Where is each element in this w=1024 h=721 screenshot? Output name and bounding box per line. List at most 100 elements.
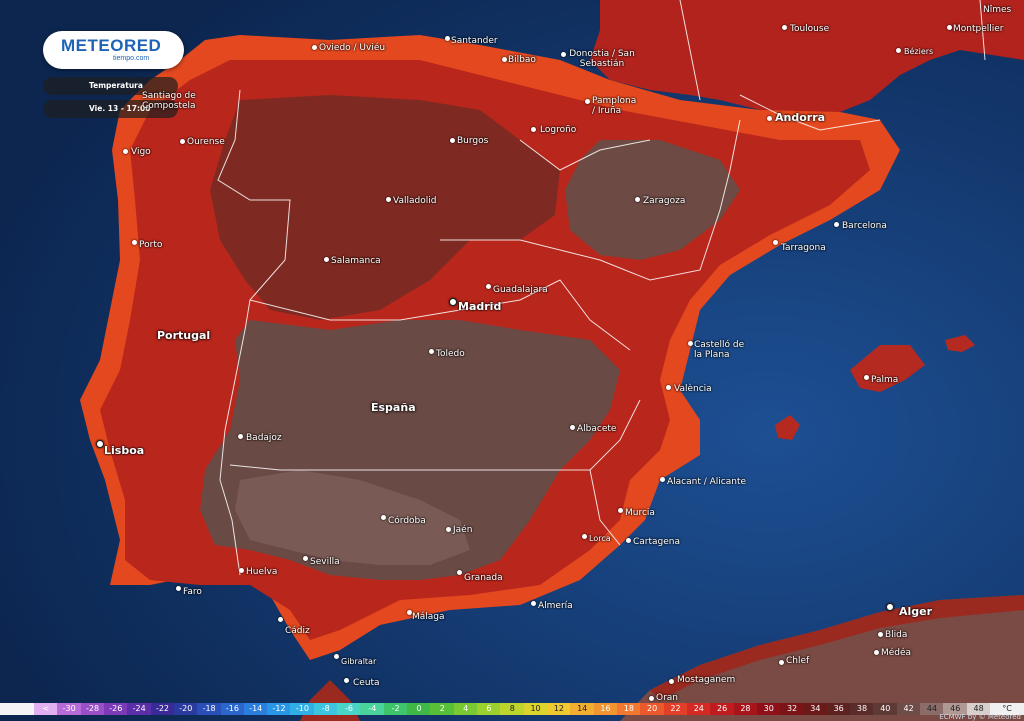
city-label-alicante[interactable]: Alacant / Alicante: [667, 477, 747, 487]
city-label-cadiz[interactable]: Cádiz: [285, 626, 310, 636]
city-label-zaragoza[interactable]: Zaragoza: [643, 196, 686, 206]
city-dot-burgos: [450, 138, 455, 143]
legend-cell: 32: [780, 703, 804, 715]
time-selector[interactable]: Vie. 13 - 17:00: [43, 100, 178, 118]
legend-cell: 48: [966, 703, 991, 715]
city-label-beziers[interactable]: Béziers: [904, 47, 934, 56]
legend-cell: 20: [640, 703, 665, 715]
city-dot-malaga: [407, 610, 412, 615]
city-label-oran[interactable]: Oran: [656, 693, 679, 703]
city-label-valencia[interactable]: València: [674, 384, 712, 394]
map-credit: ECMWF by © Meteored: [939, 713, 1021, 721]
legend-scale-icon[interactable]: [0, 703, 34, 715]
city-dot-oviedo: [312, 45, 317, 50]
legend-cell: -10: [290, 703, 315, 715]
city-label-pamplona[interactable]: Pamplona / Iruña: [592, 96, 637, 116]
legend-cell: 16: [593, 703, 618, 715]
city-dot-alicante: [660, 477, 665, 482]
legend-cell: 10: [523, 703, 548, 715]
city-label-murcia[interactable]: Murcia: [625, 508, 655, 518]
city-label-huelva[interactable]: Huelva: [246, 567, 278, 577]
city-dot-montpellier: [947, 25, 952, 30]
city-label-cartagena[interactable]: Cartagena: [633, 537, 681, 547]
legend-cell: -6: [337, 703, 361, 715]
city-label-ourense[interactable]: Ourense: [187, 137, 225, 147]
city-label-blida[interactable]: Blida: [885, 630, 908, 640]
city-label-sevilla[interactable]: Sevilla: [310, 557, 340, 567]
city-label-valladolid[interactable]: Valladolid: [393, 196, 437, 206]
city-label-palma[interactable]: Palma: [871, 375, 899, 385]
city-dot-zaragoza: [635, 197, 640, 202]
city-label-faro[interactable]: Faro: [183, 587, 202, 597]
city-label-ceuta[interactable]: Ceuta: [353, 678, 380, 688]
city-label-medea[interactable]: Médéa: [881, 648, 912, 658]
legend-cell: 14: [570, 703, 595, 715]
city-dot-toulouse: [782, 25, 787, 30]
legend-cell: 38: [850, 703, 874, 715]
city-dot-medea: [874, 650, 879, 655]
city-label-andorra[interactable]: Andorra: [775, 111, 826, 124]
legend-cell: -26: [103, 703, 128, 715]
layer-selector[interactable]: Temperatura: [43, 77, 178, 95]
guadalquivir-hot: [235, 470, 470, 565]
admin-borders: [217, 0, 986, 576]
city-dot-lisboa: [96, 440, 104, 448]
city-label-burgos[interactable]: Burgos: [457, 136, 489, 146]
city-label-chlef[interactable]: Chlef: [786, 656, 810, 666]
city-label-mostaganem[interactable]: Mostaganem: [677, 675, 736, 685]
city-label-toulouse[interactable]: Toulouse: [790, 24, 830, 34]
legend-cell: 40: [873, 703, 898, 715]
city-label-almeria[interactable]: Almería: [538, 601, 573, 611]
city-label-nimes[interactable]: Nîmes: [983, 5, 1012, 15]
legend-cell: 2: [430, 703, 455, 715]
city-label-oviedo[interactable]: Oviedo / Uviéu: [319, 43, 386, 53]
city-dot-badajoz: [238, 434, 243, 439]
legend-cell: -8: [313, 703, 338, 715]
legend-cell: 30: [756, 703, 781, 715]
city-label-bilbao[interactable]: Bilbao: [508, 55, 536, 65]
city-label-lorca[interactable]: Lorca: [589, 534, 611, 543]
city-label-malaga[interactable]: Málaga: [412, 612, 445, 622]
algeria-land: [620, 595, 1024, 721]
city-label-porto[interactable]: Porto: [139, 240, 163, 250]
city-label-lisboa[interactable]: Lisboa: [104, 444, 145, 457]
city-label-jaen[interactable]: Jaén: [453, 525, 473, 535]
city-label-madrid[interactable]: Madrid: [458, 300, 502, 313]
city-label-alger[interactable]: Alger: [899, 605, 933, 618]
city-label-tarragona[interactable]: Tarragona: [781, 243, 826, 253]
city-dot-murcia: [618, 508, 623, 513]
city-label-castello[interactable]: Castelló de la Plana: [694, 340, 745, 360]
legend-cell: -22: [150, 703, 175, 715]
city-label-santander[interactable]: Santander: [451, 36, 498, 46]
city-dot-faro: [176, 586, 181, 591]
legend-cell: -28: [80, 703, 105, 715]
city-label-santiago[interactable]: Santiago de Compostela: [142, 91, 196, 111]
city-label-cordoba[interactable]: Córdoba: [388, 516, 426, 526]
city-label-montpellier[interactable]: Montpellier: [953, 24, 1004, 34]
city-dot-granada: [457, 570, 462, 575]
meteored-logo[interactable]: METEORED tiempo.com: [43, 31, 184, 69]
city-dot-cartagena: [626, 538, 631, 543]
city-label-vigo[interactable]: Vigo: [131, 147, 151, 157]
city-label-badajoz[interactable]: Badajoz: [246, 433, 282, 443]
city-dot-lorca: [582, 534, 587, 539]
city-label-guadalajara[interactable]: Guadalajara: [493, 285, 548, 295]
city-label-barcelona[interactable]: Barcelona: [842, 221, 887, 231]
layer-label: Temperatura: [89, 81, 143, 90]
city-dot-cadiz: [278, 617, 283, 622]
mallorca: [850, 345, 925, 392]
legend-unit: °C: [990, 703, 1024, 715]
meseta-norte: [210, 95, 560, 320]
city-label-albacete[interactable]: Albacete: [577, 424, 617, 434]
city-label-granada[interactable]: Granada: [464, 573, 503, 583]
city-label-donostia[interactable]: Donostia / San Sebastián: [569, 49, 635, 69]
city-dot-castello: [688, 341, 693, 346]
city-label-gibraltar[interactable]: Gibraltar: [341, 657, 377, 666]
city-label-toledo[interactable]: Toledo: [436, 349, 465, 359]
temperature-legend: < -30 -28 -26 -24 -22 -20 -18 -16 -14 -12 -10 -8 -6 -4…: [0, 703, 1024, 721]
city-label-salamanca[interactable]: Salamanca: [331, 256, 381, 266]
city-label-logrono[interactable]: Logroño: [540, 125, 577, 135]
legend-cell: 8: [500, 703, 525, 715]
